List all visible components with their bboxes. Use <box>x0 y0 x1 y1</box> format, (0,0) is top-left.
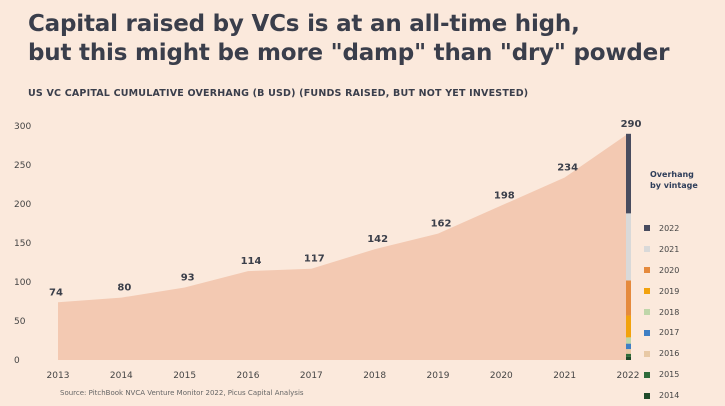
legend-swatch <box>644 371 650 378</box>
legend-swatch <box>644 350 650 357</box>
legend-swatch <box>644 288 650 295</box>
legend-label: 2021 <box>659 244 680 254</box>
data-label: 142 <box>367 234 388 245</box>
legend-swatch <box>644 329 650 336</box>
legend-item: 2018 <box>644 302 724 323</box>
legend: 2022 2021 2020 2019 2018 2017 2016 2015 2014 <box>644 218 724 406</box>
stacked-bar-segment <box>626 343 631 350</box>
x-tick-label: 2015 <box>173 371 196 381</box>
x-tick-label: 2014 <box>110 371 133 381</box>
x-tick-label: 2019 <box>427 371 450 381</box>
legend-label: 2020 <box>659 265 680 275</box>
data-label: 114 <box>241 256 262 267</box>
stacked-bar-segment <box>626 133 631 214</box>
legend-item: 2022 <box>644 218 724 239</box>
x-tick-label: 2021 <box>553 371 576 381</box>
legend-item: 2014 <box>644 385 724 406</box>
legend-label: 2022 <box>659 223 680 233</box>
legend-item: 2019 <box>644 281 724 302</box>
data-label: 80 <box>117 283 131 294</box>
data-label: 290 <box>621 119 642 130</box>
stacked-bar-segment <box>626 353 631 357</box>
legend-title: Overhang by vintage <box>650 169 720 191</box>
legend-item: 2020 <box>644 260 724 281</box>
y-tick-label: 150 <box>14 239 31 249</box>
legend-swatch <box>644 246 650 253</box>
x-tick-label: 2018 <box>363 371 386 381</box>
data-label: 162 <box>431 219 452 230</box>
stacked-bar-segment <box>626 315 631 338</box>
stacked-bar-segment <box>626 356 631 360</box>
chart-title-line-2: but this might be more "damp" than "dry"… <box>28 40 670 66</box>
x-tick-label: 2013 <box>47 371 70 381</box>
legend-swatch <box>644 225 650 232</box>
legend-item: 2021 <box>644 239 724 260</box>
legend-item: 2017 <box>644 322 724 343</box>
x-tick-label: 2022 <box>617 371 640 381</box>
stacked-bar-segment <box>626 349 631 354</box>
chart-title-line-1: Capital raised by VCs is at an all-time … <box>28 11 580 37</box>
legend-label: 2016 <box>659 349 680 359</box>
legend-label: 2019 <box>659 286 680 296</box>
data-label: 198 <box>494 191 515 202</box>
y-tick-label: 250 <box>14 161 31 171</box>
y-tick-label: 200 <box>14 200 31 210</box>
y-tick-label: 300 <box>14 122 31 132</box>
legend-label: 2018 <box>659 307 680 317</box>
chart-subtitle: US VC CAPITAL CUMULATIVE OVERHANG (B USD… <box>28 88 529 99</box>
legend-swatch <box>644 309 650 315</box>
y-tick-label: 50 <box>14 317 26 327</box>
source-note: Source: PitchBook NVCA Venture Monitor 2… <box>60 389 304 397</box>
legend-label: 2014 <box>659 391 680 401</box>
legend-label: 2015 <box>659 370 680 380</box>
x-tick-label: 2020 <box>490 371 513 381</box>
stacked-bar-segment <box>626 337 631 344</box>
legend-swatch <box>644 392 650 399</box>
stacked-bar-segment <box>626 280 631 316</box>
y-tick-label: 100 <box>14 278 31 288</box>
chart-title: Capital raised by VCs is at an all-time … <box>28 10 708 68</box>
legend-title-line-2: by vintage <box>650 181 698 190</box>
data-label: 234 <box>557 162 578 173</box>
legend-title-line-1: Overhang <box>650 170 694 179</box>
data-label: 93 <box>181 272 195 283</box>
legend-item: 2015 <box>644 364 724 385</box>
data-label: 74 <box>49 287 63 298</box>
x-tick-label: 2016 <box>237 371 260 381</box>
legend-item: 2016 <box>644 343 724 364</box>
x-tick-label: 2017 <box>300 371 323 381</box>
area-series <box>58 133 628 360</box>
legend-swatch <box>644 267 650 274</box>
y-tick-label: 0 <box>14 356 20 366</box>
data-label: 117 <box>304 254 325 265</box>
stacked-bar-segment <box>626 213 631 281</box>
legend-label: 2017 <box>659 328 680 338</box>
